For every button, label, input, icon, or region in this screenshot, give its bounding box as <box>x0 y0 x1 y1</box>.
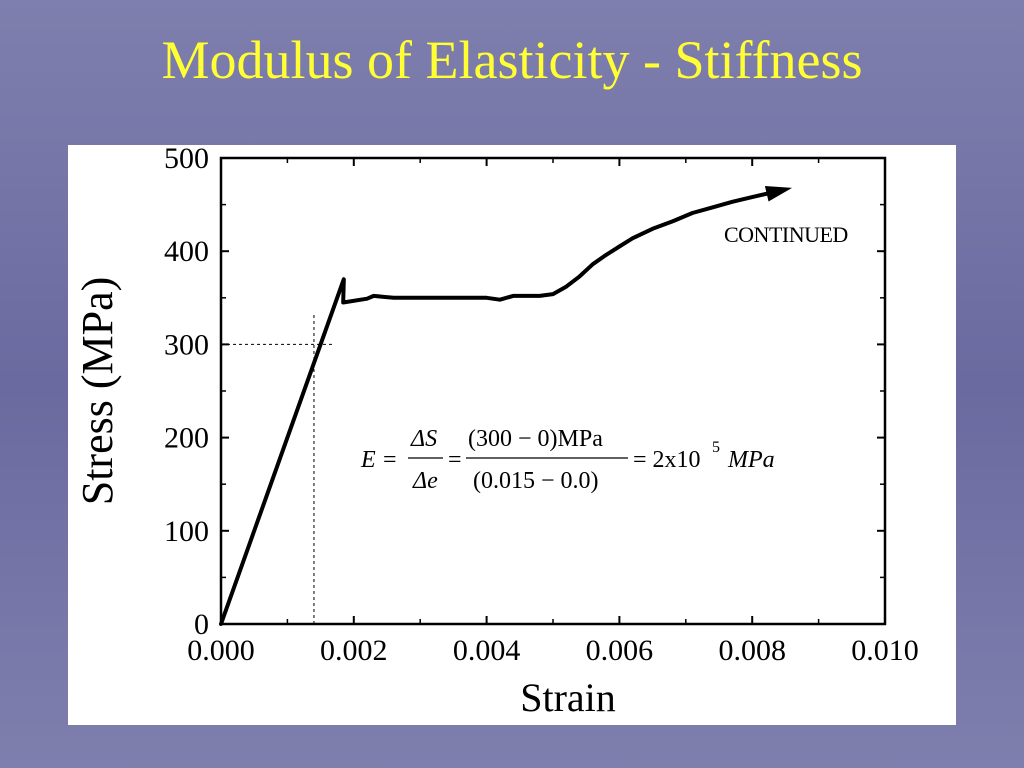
x-tick-label: 0.008 <box>718 634 786 667</box>
formula-eq-1: = <box>383 447 397 473</box>
y-tick-label: 300 <box>164 328 209 361</box>
formula-exponent: 5 <box>712 439 720 456</box>
y-tick-label: 0 <box>194 608 209 641</box>
x-axis-title: Strain <box>520 675 616 720</box>
formula-denominator: (0.015 − 0.0) <box>473 468 599 494</box>
axis-ticks <box>220 157 886 625</box>
y-tick-label: 100 <box>164 515 209 548</box>
stress-strain-chart: 0.000 0.002 0.004 0.006 0.008 0.010 0 100 200 30… <box>73 145 919 720</box>
formula-result: = 2x10 <box>633 447 701 473</box>
y-tick-label: 200 <box>164 422 209 455</box>
x-tick-labels: 0.000 0.002 0.004 0.006 0.008 0.010 <box>187 634 919 667</box>
formula-lhs: E <box>360 447 376 473</box>
modulus-formula: E = ΔS Δe = (300 − 0)MPa (0.015 − 0.0) =… <box>360 426 775 494</box>
formula-unit: MPa <box>727 447 775 473</box>
series-group <box>219 185 793 626</box>
slide-title: Modulus of Elasticity - Stiffness <box>161 30 863 90</box>
y-axis-title: Stress (MPa) <box>73 277 122 506</box>
x-tick-label: 0.006 <box>586 634 654 667</box>
y-tick-labels: 0 100 200 300 400 500 <box>164 145 209 641</box>
formula-delta-e: Δe <box>412 468 438 494</box>
formula-delta-s: ΔS <box>410 426 437 452</box>
x-tick-label: 0.000 <box>187 634 255 667</box>
continued-arrowhead <box>764 185 793 202</box>
y-tick-label: 500 <box>164 145 209 175</box>
stress-strain-curve <box>219 190 775 626</box>
formula-eq-2: = <box>448 447 462 473</box>
x-tick-label: 0.010 <box>851 634 919 667</box>
x-tick-label: 0.004 <box>453 634 520 667</box>
continued-label: CONTINUED <box>724 222 848 247</box>
y-tick-label: 400 <box>164 235 209 268</box>
formula-numerator: (300 − 0)MPa <box>468 426 603 452</box>
chart-panel: 0.000 0.002 0.004 0.006 0.008 0.010 0 100 200 30… <box>68 145 956 725</box>
x-tick-label: 0.002 <box>320 634 388 667</box>
